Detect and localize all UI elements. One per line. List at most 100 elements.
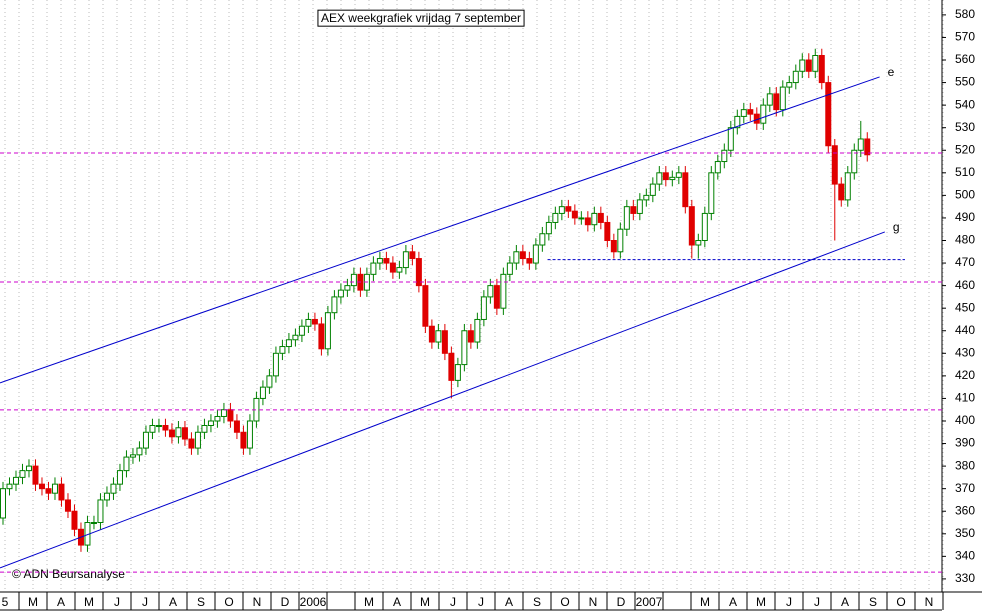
candle-body: [552, 212, 559, 223]
candle-body: [396, 267, 403, 273]
y-tick-label: 530: [955, 120, 975, 134]
candle-body: [188, 438, 195, 449]
y-tick-label: 540: [955, 97, 975, 111]
y-tick-label: 480: [955, 233, 975, 247]
y-tick-label: 400: [955, 413, 975, 427]
candle-body: [844, 172, 851, 201]
candle-body: [610, 240, 617, 253]
channel-label: e: [888, 65, 895, 79]
candle-body: [279, 346, 286, 354]
candle-body: [682, 172, 689, 208]
candle-body: [643, 194, 650, 201]
candle-body: [597, 212, 604, 223]
candle-body: [25, 465, 32, 472]
candle-body: [545, 221, 552, 235]
marks: [0, 48, 871, 552]
candle-body: [129, 454, 136, 458]
candle-body: [90, 522, 97, 525]
candle-body: [513, 251, 520, 264]
candle-body: [500, 273, 507, 309]
candle-body: [6, 483, 13, 490]
x-tick-label: S: [869, 595, 877, 609]
x-tick-label: N: [589, 595, 598, 609]
candle-body: [344, 285, 351, 291]
candle-body: [578, 217, 585, 220]
candle-body: [402, 251, 409, 269]
candle-body: [864, 138, 871, 156]
candle-body: [266, 375, 273, 388]
title-box: [317, 9, 525, 27]
candle-body: [162, 425, 169, 431]
candle-body: [714, 161, 721, 174]
candle-body: [708, 172, 715, 214]
candle-body: [532, 244, 539, 264]
y-tick-label: 570: [955, 30, 975, 44]
candle-body: [526, 258, 533, 264]
candle-body: [292, 334, 299, 341]
candle-body: [448, 352, 455, 381]
y-tick-label: 460: [955, 278, 975, 292]
candle-body: [779, 86, 786, 111]
x-tick-label: 2007: [636, 595, 663, 609]
y-tick-label: 550: [955, 75, 975, 89]
x-tick-label: S: [533, 595, 541, 609]
candle-body: [331, 296, 338, 314]
candle-body: [747, 109, 754, 115]
candle-body: [383, 258, 390, 264]
x-tick-label: A: [169, 595, 177, 609]
candle-body: [623, 206, 630, 230]
x-tick-label: M: [28, 595, 38, 609]
candle-body: [799, 59, 806, 72]
candle-body: [19, 470, 26, 478]
candle-body: [207, 420, 214, 426]
candle-body: [350, 273, 357, 287]
candle-body: [773, 93, 780, 111]
candle-body: [227, 409, 234, 422]
candle-body: [71, 510, 78, 530]
candle-body: [851, 149, 858, 174]
candle-body: [857, 138, 864, 151]
x-tick-label: J: [786, 595, 792, 609]
candle-body: [617, 228, 624, 253]
candle-body: [311, 318, 318, 325]
candle-body: [656, 172, 663, 185]
x-tick-label: 5: [2, 595, 9, 609]
candle-body: [58, 483, 65, 501]
candle-body: [337, 289, 344, 298]
candle-body: [558, 206, 565, 214]
candle-body: [116, 470, 123, 485]
x-tick-label: A: [505, 595, 513, 609]
candle-body: [565, 206, 572, 212]
chart-title: AEX weekgrafiek vrijdag 7 september: [321, 11, 521, 25]
x-tick-label: M: [700, 595, 710, 609]
candle-body: [838, 183, 845, 201]
x-tick-label: 2006: [300, 595, 327, 609]
y-tick-label: 560: [955, 52, 975, 66]
candle-body: [376, 258, 383, 264]
y-tick-label: 410: [955, 391, 975, 405]
candle-body: [669, 176, 676, 181]
x-tick-label: O: [224, 595, 233, 609]
candle-body: [539, 233, 546, 246]
candle-body: [110, 483, 117, 494]
candle-body: [454, 364, 461, 381]
candle-body: [435, 330, 442, 343]
candle-body: [305, 318, 312, 327]
y-tick-label: 470: [955, 255, 975, 269]
y-tick-label: 390: [955, 436, 975, 450]
x-tick-label: N: [253, 595, 262, 609]
x-tick-label: A: [393, 595, 401, 609]
candle-body: [194, 431, 201, 449]
x-tick-label: M: [756, 595, 766, 609]
candle-body: [727, 127, 734, 151]
candle-body: [201, 425, 208, 433]
x-tick-label: J: [478, 595, 484, 609]
candle-body: [259, 386, 266, 399]
candle-body: [181, 427, 188, 440]
candle-body: [760, 104, 767, 124]
candle-body: [45, 488, 52, 494]
candle-body: [136, 447, 143, 456]
x-tick-label: D: [281, 595, 290, 609]
candle-body: [285, 339, 292, 348]
